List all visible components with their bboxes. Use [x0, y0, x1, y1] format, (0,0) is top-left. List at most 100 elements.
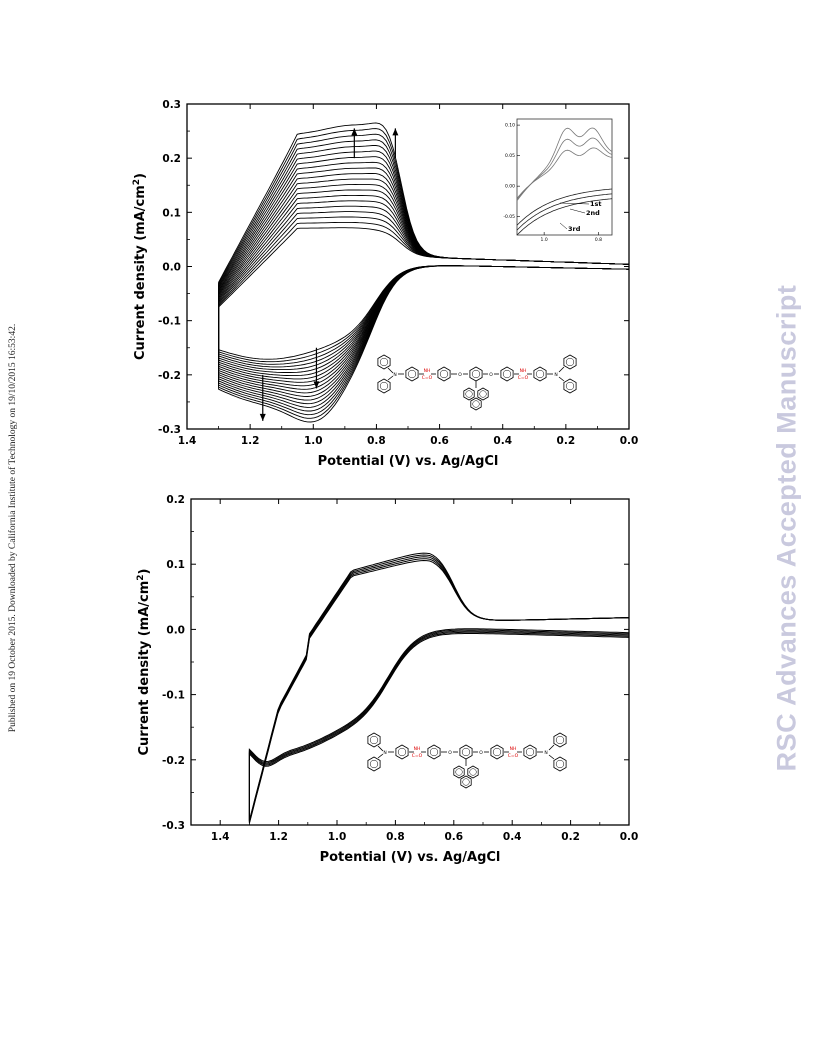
x-tick-label: 1.0	[304, 435, 323, 447]
cycle-trace	[248, 554, 629, 822]
bond	[377, 745, 384, 752]
x-tick-label: 0.6	[430, 435, 449, 447]
bond	[558, 376, 565, 382]
aromatic-circle	[565, 357, 575, 367]
phenyl-ring	[377, 378, 391, 394]
y-tick-label: -0.1	[158, 316, 181, 328]
aromatic-circle	[379, 381, 389, 391]
x-axis-label: Potential (V) vs. Ag/AgCl	[320, 850, 501, 865]
aromatic-circle	[461, 747, 471, 757]
aromatic-circle	[455, 768, 463, 776]
aromatic-circle	[407, 369, 417, 379]
aromatic-circle	[397, 747, 407, 757]
phenyl-ring	[437, 366, 451, 382]
bond	[387, 375, 394, 381]
inset-frame	[516, 118, 613, 236]
down-arrow-right-head	[313, 381, 320, 389]
aromatic-circle	[479, 390, 487, 398]
carbonyl-label: C=O	[412, 753, 423, 759]
fused-ring	[463, 387, 475, 401]
aromatic-circle	[502, 369, 512, 379]
inset-label-2nd: 2nd	[586, 209, 600, 217]
aromatic-circle	[492, 747, 502, 757]
phenyl-ring	[553, 732, 567, 748]
cycle-trace	[218, 122, 629, 423]
fused-ring	[467, 765, 479, 779]
carbonyl-label: C=O	[508, 753, 519, 759]
inset-cathodic-trace	[516, 188, 613, 226]
y-tick-label: -0.2	[158, 370, 181, 382]
x-tick-label: 0.0	[620, 831, 639, 843]
ether-oxygen-label: O	[479, 750, 483, 756]
phenyl-ring	[500, 366, 514, 382]
inset-label-3rd: 3rd	[568, 225, 581, 233]
phenyl-ring	[377, 354, 391, 370]
up-arrow-right-head	[392, 128, 399, 136]
y-tick-label: 0.1	[162, 207, 181, 219]
inset-y-tick-label: 0.10	[505, 123, 515, 129]
cycle-trace	[248, 558, 629, 823]
amide-nh-label: NH	[520, 368, 527, 374]
y-tick-label: 0.2	[162, 153, 181, 165]
ether-oxygen-label: O	[448, 750, 452, 756]
inset-cathodic-trace	[516, 193, 613, 231]
fused-ring	[477, 387, 489, 401]
y-axis-label: Current density (mA/cm2)	[132, 173, 148, 360]
inset-y-tick-label: 0.05	[505, 153, 515, 159]
core-ring	[459, 744, 473, 760]
y-tick-label: -0.3	[162, 820, 185, 832]
chart-stable: 1.4 1.2 1.0 0.8 0.6 0.4 0.2 0.0 0.2 0.1 0.0 -0.1 -0.…	[136, 494, 638, 865]
inset-y-tick-label: -0.05	[503, 214, 515, 220]
y-tick-label: -0.1	[162, 690, 185, 702]
phenyl-ring	[533, 366, 547, 382]
down-arrow-left-head	[259, 413, 266, 421]
ether-oxygen-label: O	[458, 372, 462, 378]
inset-curves	[516, 127, 613, 236]
fused-ring	[453, 765, 465, 779]
cycle-trace	[248, 559, 629, 824]
phenyl-ring	[405, 366, 419, 382]
inset-x-tick-label: 0.8	[595, 237, 602, 243]
cv-curves	[248, 552, 629, 824]
bond	[387, 367, 394, 374]
amide-nh-label: NH	[414, 746, 421, 752]
x-tick-label: 0.4	[493, 435, 512, 447]
aromatic-circle	[469, 768, 477, 776]
inset-cathodic-trace	[516, 198, 613, 236]
inset-label-1st: 1st	[590, 200, 602, 208]
inset-x-tick-label: 1.0	[541, 237, 548, 243]
core-ring	[469, 366, 483, 382]
x-tick-label: 0.2	[561, 831, 580, 843]
x-tick-label: 1.2	[269, 831, 288, 843]
aromatic-circle	[439, 369, 449, 379]
cycle-trace	[218, 227, 629, 360]
x-tick-label: 1.2	[241, 435, 260, 447]
y-tick-label: -0.2	[162, 755, 185, 767]
aromatic-circle	[429, 747, 439, 757]
inset-y-tick-label: 0.00	[505, 184, 515, 190]
aromatic-circle	[379, 357, 389, 367]
aromatic-circle	[462, 778, 470, 786]
x-tick-label: 1.0	[328, 831, 347, 843]
cycle-trace	[218, 221, 629, 363]
y-tick-label: -0.3	[158, 424, 181, 436]
cycle-trace	[218, 216, 629, 365]
aromatic-circle	[471, 369, 481, 379]
nitrogen-label: N	[544, 750, 547, 756]
bond	[548, 754, 555, 760]
carbonyl-label: C=O	[518, 375, 529, 381]
ether-oxygen-label: O	[489, 372, 493, 378]
cv-curves	[218, 122, 629, 423]
y-axis-label: Current density (mA/cm2)	[136, 569, 152, 756]
x-axis-label: Potential (V) vs. Ag/AgCl	[318, 454, 499, 469]
carbonyl-label: C=O	[422, 375, 433, 381]
x-tick-label: 0.6	[444, 831, 463, 843]
x-tick-label: 0.8	[386, 831, 405, 843]
plot-frame	[190, 498, 630, 826]
phenyl-ring	[427, 744, 441, 760]
aromatic-circle	[472, 400, 480, 408]
amide-nh-label: NH	[510, 746, 517, 752]
phenyl-ring	[553, 756, 567, 772]
amide-nh-label: NH	[424, 368, 431, 374]
